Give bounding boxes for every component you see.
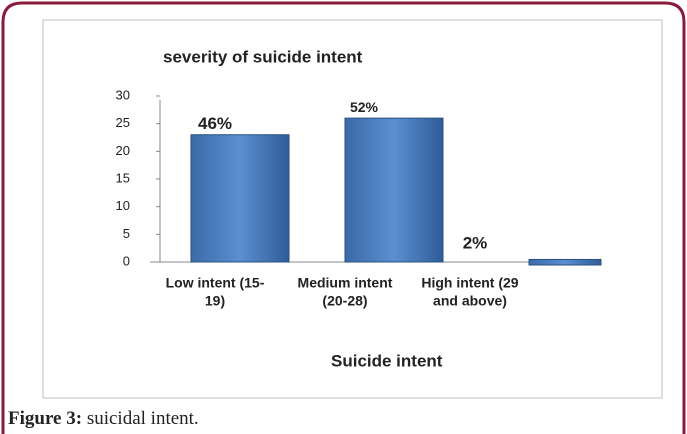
value-label: 52% bbox=[350, 99, 379, 115]
x-tick-label: (20-28) bbox=[322, 293, 367, 309]
x-tick-label: 19) bbox=[205, 293, 225, 309]
x-tick-label: and above) bbox=[433, 293, 507, 309]
x-tick-label: High intent (29 bbox=[421, 275, 518, 291]
value-label: 2% bbox=[463, 233, 488, 252]
x-axis-title: Suicide intent bbox=[331, 351, 443, 370]
y-tick-label: 15 bbox=[116, 170, 130, 185]
caption-label: Figure 3: bbox=[8, 408, 82, 429]
bar bbox=[528, 258, 602, 266]
x-tick-label: Low intent (15- bbox=[166, 275, 265, 291]
y-tick-label: 30 bbox=[116, 87, 130, 102]
value-label: 46% bbox=[198, 114, 232, 133]
y-tick-label: 25 bbox=[116, 115, 130, 130]
caption-text: suicidal intent. bbox=[87, 408, 199, 429]
y-tick-label: 0 bbox=[123, 253, 130, 268]
chart-title: severity of suicide intent bbox=[163, 47, 363, 66]
y-tick-label: 10 bbox=[116, 198, 130, 213]
bar bbox=[344, 117, 444, 263]
caption: Figure 3: suicidal intent. bbox=[8, 408, 199, 429]
bar bbox=[190, 134, 290, 263]
y-tick-label: 20 bbox=[116, 143, 130, 158]
x-tick-label: Medium intent bbox=[298, 275, 393, 291]
y-tick-label: 5 bbox=[123, 226, 130, 241]
